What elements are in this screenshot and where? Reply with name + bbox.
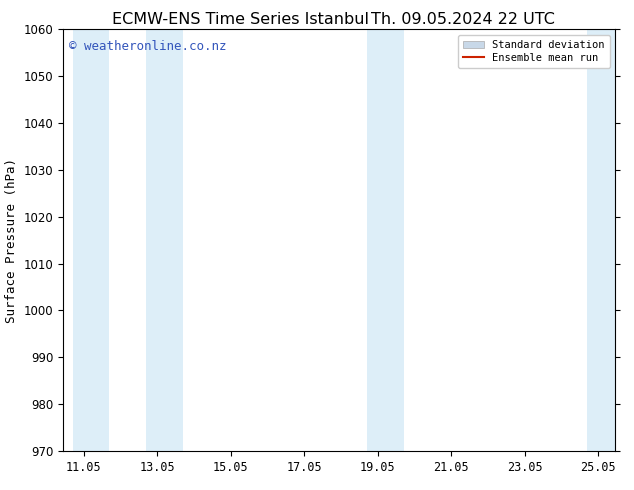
Bar bbox=[73, 29, 110, 451]
Y-axis label: Surface Pressure (hPa): Surface Pressure (hPa) bbox=[5, 158, 18, 322]
Bar bbox=[367, 29, 404, 451]
Text: ECMW-ENS Time Series Istanbul: ECMW-ENS Time Series Istanbul bbox=[112, 12, 370, 27]
Text: Th. 09.05.2024 22 UTC: Th. 09.05.2024 22 UTC bbox=[371, 12, 555, 27]
Bar bbox=[146, 29, 183, 451]
Legend: Standard deviation, Ensemble mean run: Standard deviation, Ensemble mean run bbox=[458, 35, 610, 68]
Bar bbox=[588, 29, 615, 451]
Text: © weatheronline.co.nz: © weatheronline.co.nz bbox=[69, 40, 226, 53]
